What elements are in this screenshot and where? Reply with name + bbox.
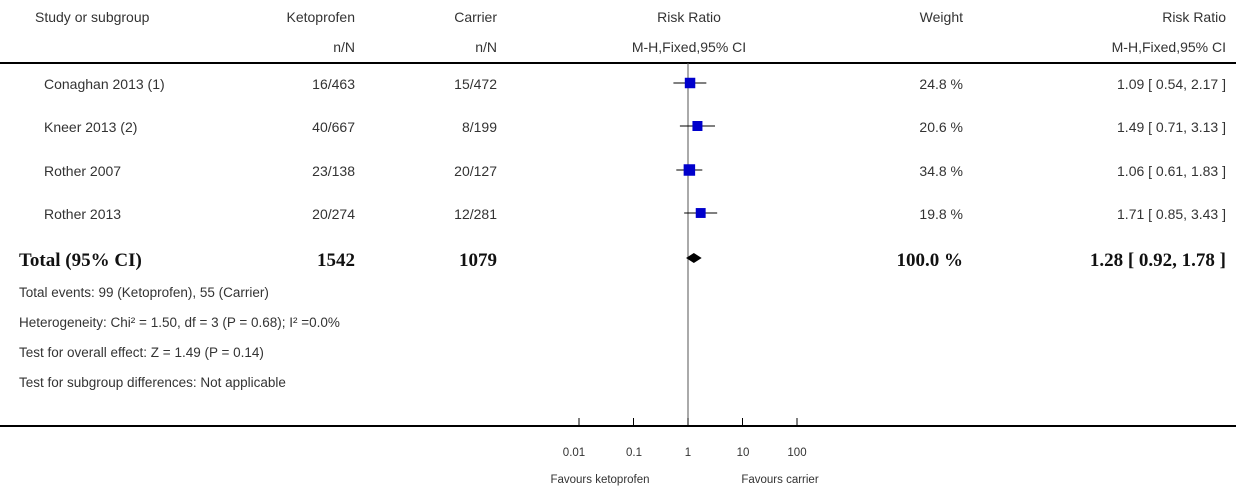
- study-marker: [684, 77, 696, 89]
- header-risk-ratio-plot: Risk Ratio: [657, 9, 721, 25]
- study-weight: 20.6 %: [919, 119, 963, 135]
- study-ketoprofen: 40/667: [312, 119, 355, 135]
- total-carrier: 1079: [459, 250, 497, 271]
- study-weight: 34.8 %: [919, 163, 963, 179]
- study-ketoprofen: 16/463: [312, 76, 355, 92]
- subheader-ketoprofen: n/N: [333, 39, 355, 55]
- study-carrier: 20/127: [454, 163, 497, 179]
- axis-tick-label: 0.1: [626, 447, 642, 459]
- subheader-risk-ratio-plot: M-H,Fixed,95% CI: [631, 39, 747, 55]
- study-rr-text: 1.06 [ 0.61, 1.83 ]: [1117, 163, 1226, 179]
- header-divider: [0, 62, 1236, 64]
- study-marker: [692, 121, 703, 131]
- total-weight: 100.0 %: [896, 250, 964, 271]
- study-rr-text: 1.09 [ 0.54, 2.17 ]: [1117, 76, 1226, 92]
- favours-carrier-label: Favours carrier: [741, 474, 819, 486]
- study-weight: 19.8 %: [919, 206, 963, 222]
- pooled-diamond: [686, 253, 702, 263]
- footnote-overall-effect: Test for overall effect: Z = 1.49 (P = 0…: [19, 345, 264, 360]
- study-weight: 24.8 %: [919, 76, 963, 92]
- study-carrier: 12/281: [454, 206, 497, 222]
- total-ketoprofen: 1542: [317, 250, 355, 271]
- axis-tick-label: 100: [787, 447, 807, 459]
- footnote-subgroup: Test for subgroup differences: Not appli…: [19, 375, 286, 390]
- subheader-carrier: n/N: [475, 39, 497, 55]
- study-rr-text: 1.71 [ 0.85, 3.43 ]: [1117, 206, 1226, 222]
- header-weight: Weight: [919, 9, 963, 25]
- study-rr-text: 1.49 [ 0.71, 3.13 ]: [1117, 119, 1226, 135]
- study-marker: [695, 208, 706, 218]
- subheader-risk-ratio-text: M-H,Fixed,95% CI: [1111, 39, 1226, 55]
- study-name: Rother 2013: [44, 206, 122, 222]
- axis-tick-label: 0.01: [562, 447, 586, 459]
- total-rr-text: 1.28 [ 0.92, 1.78 ]: [1089, 250, 1226, 271]
- study-name: Conaghan 2013 (1): [44, 76, 165, 92]
- study-ketoprofen: 20/274: [312, 206, 355, 222]
- header-carrier: Carrier: [454, 9, 497, 25]
- study-carrier: 8/199: [461, 119, 497, 135]
- study-carrier: 15/472: [454, 76, 497, 92]
- header-ketoprofen: Ketoprofen: [286, 9, 356, 25]
- bottom-divider: [0, 425, 1236, 427]
- footnote-events: Total events: 99 (Ketoprofen), 55 (Carri…: [19, 285, 269, 300]
- total-label: Total (95% CI): [19, 250, 142, 271]
- axis-tick-label: 10: [736, 447, 750, 459]
- header-risk-ratio-text: Risk Ratio: [1162, 9, 1226, 25]
- study-marker: [683, 164, 696, 176]
- favours-ketoprofen-label: Favours ketoprofen: [550, 474, 650, 486]
- footnote-heterogeneity: Heterogeneity: Chi² = 1.50, df = 3 (P = …: [19, 315, 340, 330]
- study-ketoprofen: 23/138: [312, 163, 355, 179]
- axis-tick-label: 1: [684, 447, 692, 459]
- study-name: Rother 2007: [44, 163, 122, 179]
- header-study: Study or subgroup: [35, 9, 150, 25]
- study-name: Kneer 2013 (2): [44, 119, 138, 135]
